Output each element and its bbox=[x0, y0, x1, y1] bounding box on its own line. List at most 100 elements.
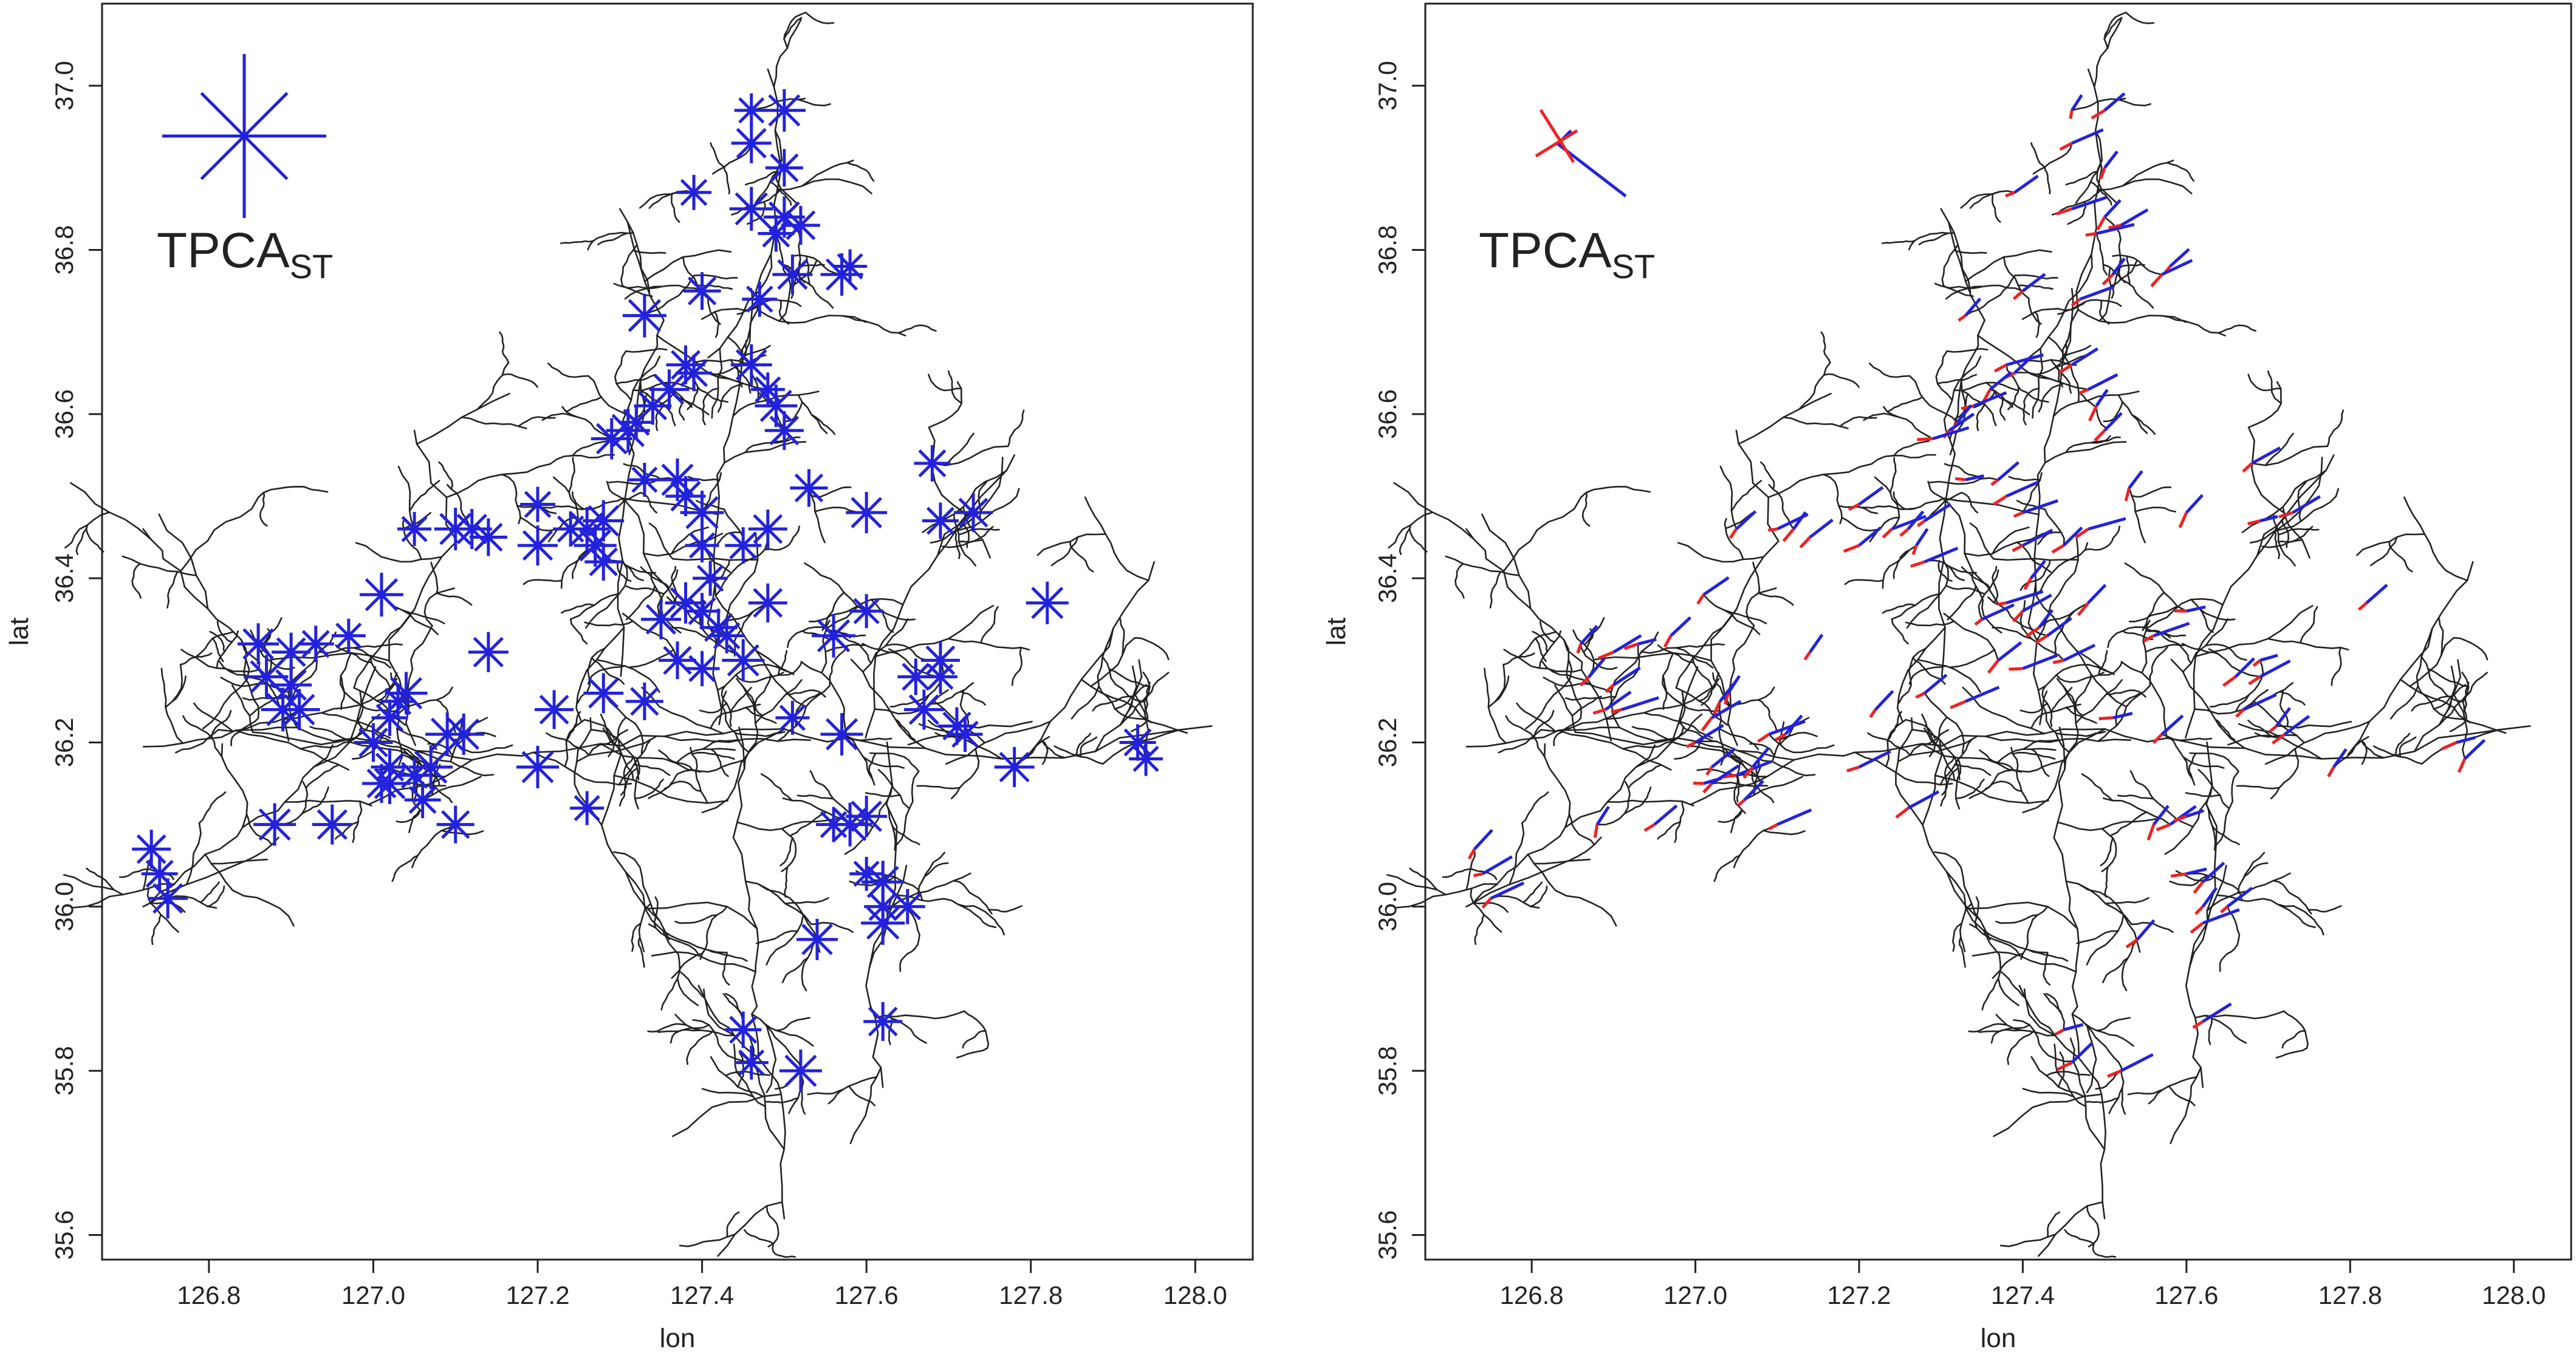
site-star-glyph bbox=[361, 764, 401, 804]
river-segment bbox=[2084, 525, 2121, 551]
river-segment bbox=[899, 948, 916, 972]
river-segment bbox=[792, 254, 843, 276]
site-segment-glyph bbox=[2163, 248, 2190, 275]
river-segment bbox=[1767, 463, 1872, 499]
river-segment bbox=[1934, 282, 1984, 289]
river-segment bbox=[401, 609, 445, 624]
site-star-glyph bbox=[903, 689, 944, 730]
site-star-glyph bbox=[861, 901, 905, 945]
site-star-glyph bbox=[914, 445, 951, 482]
river-segment bbox=[257, 486, 329, 499]
site-segment-glyph bbox=[2178, 494, 2204, 528]
secondary-segment bbox=[2069, 110, 2074, 119]
river-segment bbox=[1119, 618, 1125, 656]
river-segment bbox=[2161, 315, 2226, 336]
secondary-segment bbox=[1623, 642, 1639, 650]
river-segment bbox=[779, 837, 793, 867]
river-segment bbox=[334, 821, 359, 840]
river-segment bbox=[1937, 560, 1953, 582]
star-ray bbox=[579, 529, 612, 562]
river-segment bbox=[1539, 621, 1556, 643]
river-segment bbox=[171, 675, 187, 703]
site-segment-glyph bbox=[1869, 690, 1894, 718]
river-segment bbox=[2117, 394, 2148, 434]
river-segment bbox=[1674, 699, 1721, 712]
star-ray bbox=[770, 153, 799, 183]
primary-segment bbox=[1735, 510, 1757, 530]
secondary-segment bbox=[2170, 872, 2187, 878]
river-segment bbox=[846, 162, 875, 182]
river-segment bbox=[402, 517, 422, 561]
star-ray bbox=[335, 623, 362, 649]
river-segment bbox=[1996, 748, 2057, 764]
star-ray bbox=[317, 809, 348, 840]
star-ray bbox=[958, 497, 988, 528]
river-segment bbox=[640, 566, 670, 590]
river-segment bbox=[1909, 729, 1950, 756]
river-segment bbox=[1798, 361, 1831, 411]
river-segment bbox=[2235, 660, 2264, 711]
star-ray bbox=[145, 859, 174, 888]
secondary-segment bbox=[1701, 717, 1713, 732]
river-segment bbox=[2145, 644, 2185, 653]
river-segment bbox=[2051, 188, 2103, 216]
river-segment bbox=[2283, 1010, 2309, 1049]
star-ray bbox=[851, 497, 882, 528]
primary-segment bbox=[1711, 700, 1742, 720]
site-star-glyph bbox=[622, 293, 666, 338]
river-segment bbox=[2058, 345, 2091, 362]
secondary-segment bbox=[2059, 142, 2073, 151]
site-segment-glyph bbox=[1623, 638, 1657, 650]
river-segment bbox=[672, 558, 759, 561]
river-segment bbox=[671, 565, 678, 604]
river-segment bbox=[2041, 685, 2053, 728]
site-star-glyph bbox=[451, 509, 492, 550]
river-segment bbox=[2393, 732, 2411, 756]
river-segment bbox=[2028, 253, 2093, 359]
river-segment bbox=[209, 630, 225, 653]
star-ray bbox=[784, 1054, 817, 1087]
site-star-glyph bbox=[404, 782, 441, 819]
river-segment bbox=[637, 937, 645, 968]
river-segment bbox=[587, 231, 634, 251]
river-segment bbox=[814, 507, 857, 513]
river-segment bbox=[2216, 719, 2237, 743]
primary-segment bbox=[2071, 94, 2083, 112]
site-star-glyph bbox=[781, 205, 820, 245]
river-segment bbox=[764, 1097, 799, 1104]
river-segment bbox=[1891, 618, 1909, 645]
site-star-glyph bbox=[922, 502, 959, 539]
x-tick-label: 127.4 bbox=[1991, 1281, 2055, 1309]
river-segment bbox=[804, 12, 835, 24]
river-segment bbox=[2115, 692, 2142, 727]
river-segment bbox=[2103, 16, 2123, 40]
secondary-segment bbox=[2190, 921, 2204, 934]
river-segment bbox=[584, 620, 634, 627]
river-segment bbox=[1036, 533, 1106, 556]
river-segment bbox=[631, 922, 642, 952]
site-star-glyph bbox=[729, 186, 773, 231]
river-segment bbox=[2089, 436, 2121, 444]
site-segment-glyph bbox=[2056, 1042, 2094, 1071]
site-star-glyph bbox=[764, 411, 804, 450]
river-segment bbox=[2188, 864, 2227, 969]
river-segment bbox=[957, 525, 994, 543]
river-segment bbox=[1908, 231, 1955, 251]
x-tick-label: 127.2 bbox=[505, 1281, 569, 1309]
river-segment bbox=[710, 1056, 764, 1097]
river-segment bbox=[2086, 1025, 2123, 1070]
river-segment bbox=[1823, 373, 1860, 388]
river-segment bbox=[2092, 1243, 2117, 1258]
river-segment bbox=[522, 579, 563, 585]
site-segment-glyph bbox=[2220, 887, 2253, 913]
river-segment bbox=[657, 1024, 710, 1033]
river-segment bbox=[1898, 647, 1927, 704]
star-ray bbox=[769, 415, 800, 446]
river-segment bbox=[561, 406, 613, 440]
primary-segment bbox=[1621, 696, 1659, 711]
primary-segment bbox=[2071, 347, 2098, 366]
river-segment bbox=[2134, 507, 2176, 513]
river-segment bbox=[1964, 275, 2016, 316]
y-tick-label: 36.2 bbox=[50, 718, 78, 768]
river-segment bbox=[724, 441, 807, 464]
